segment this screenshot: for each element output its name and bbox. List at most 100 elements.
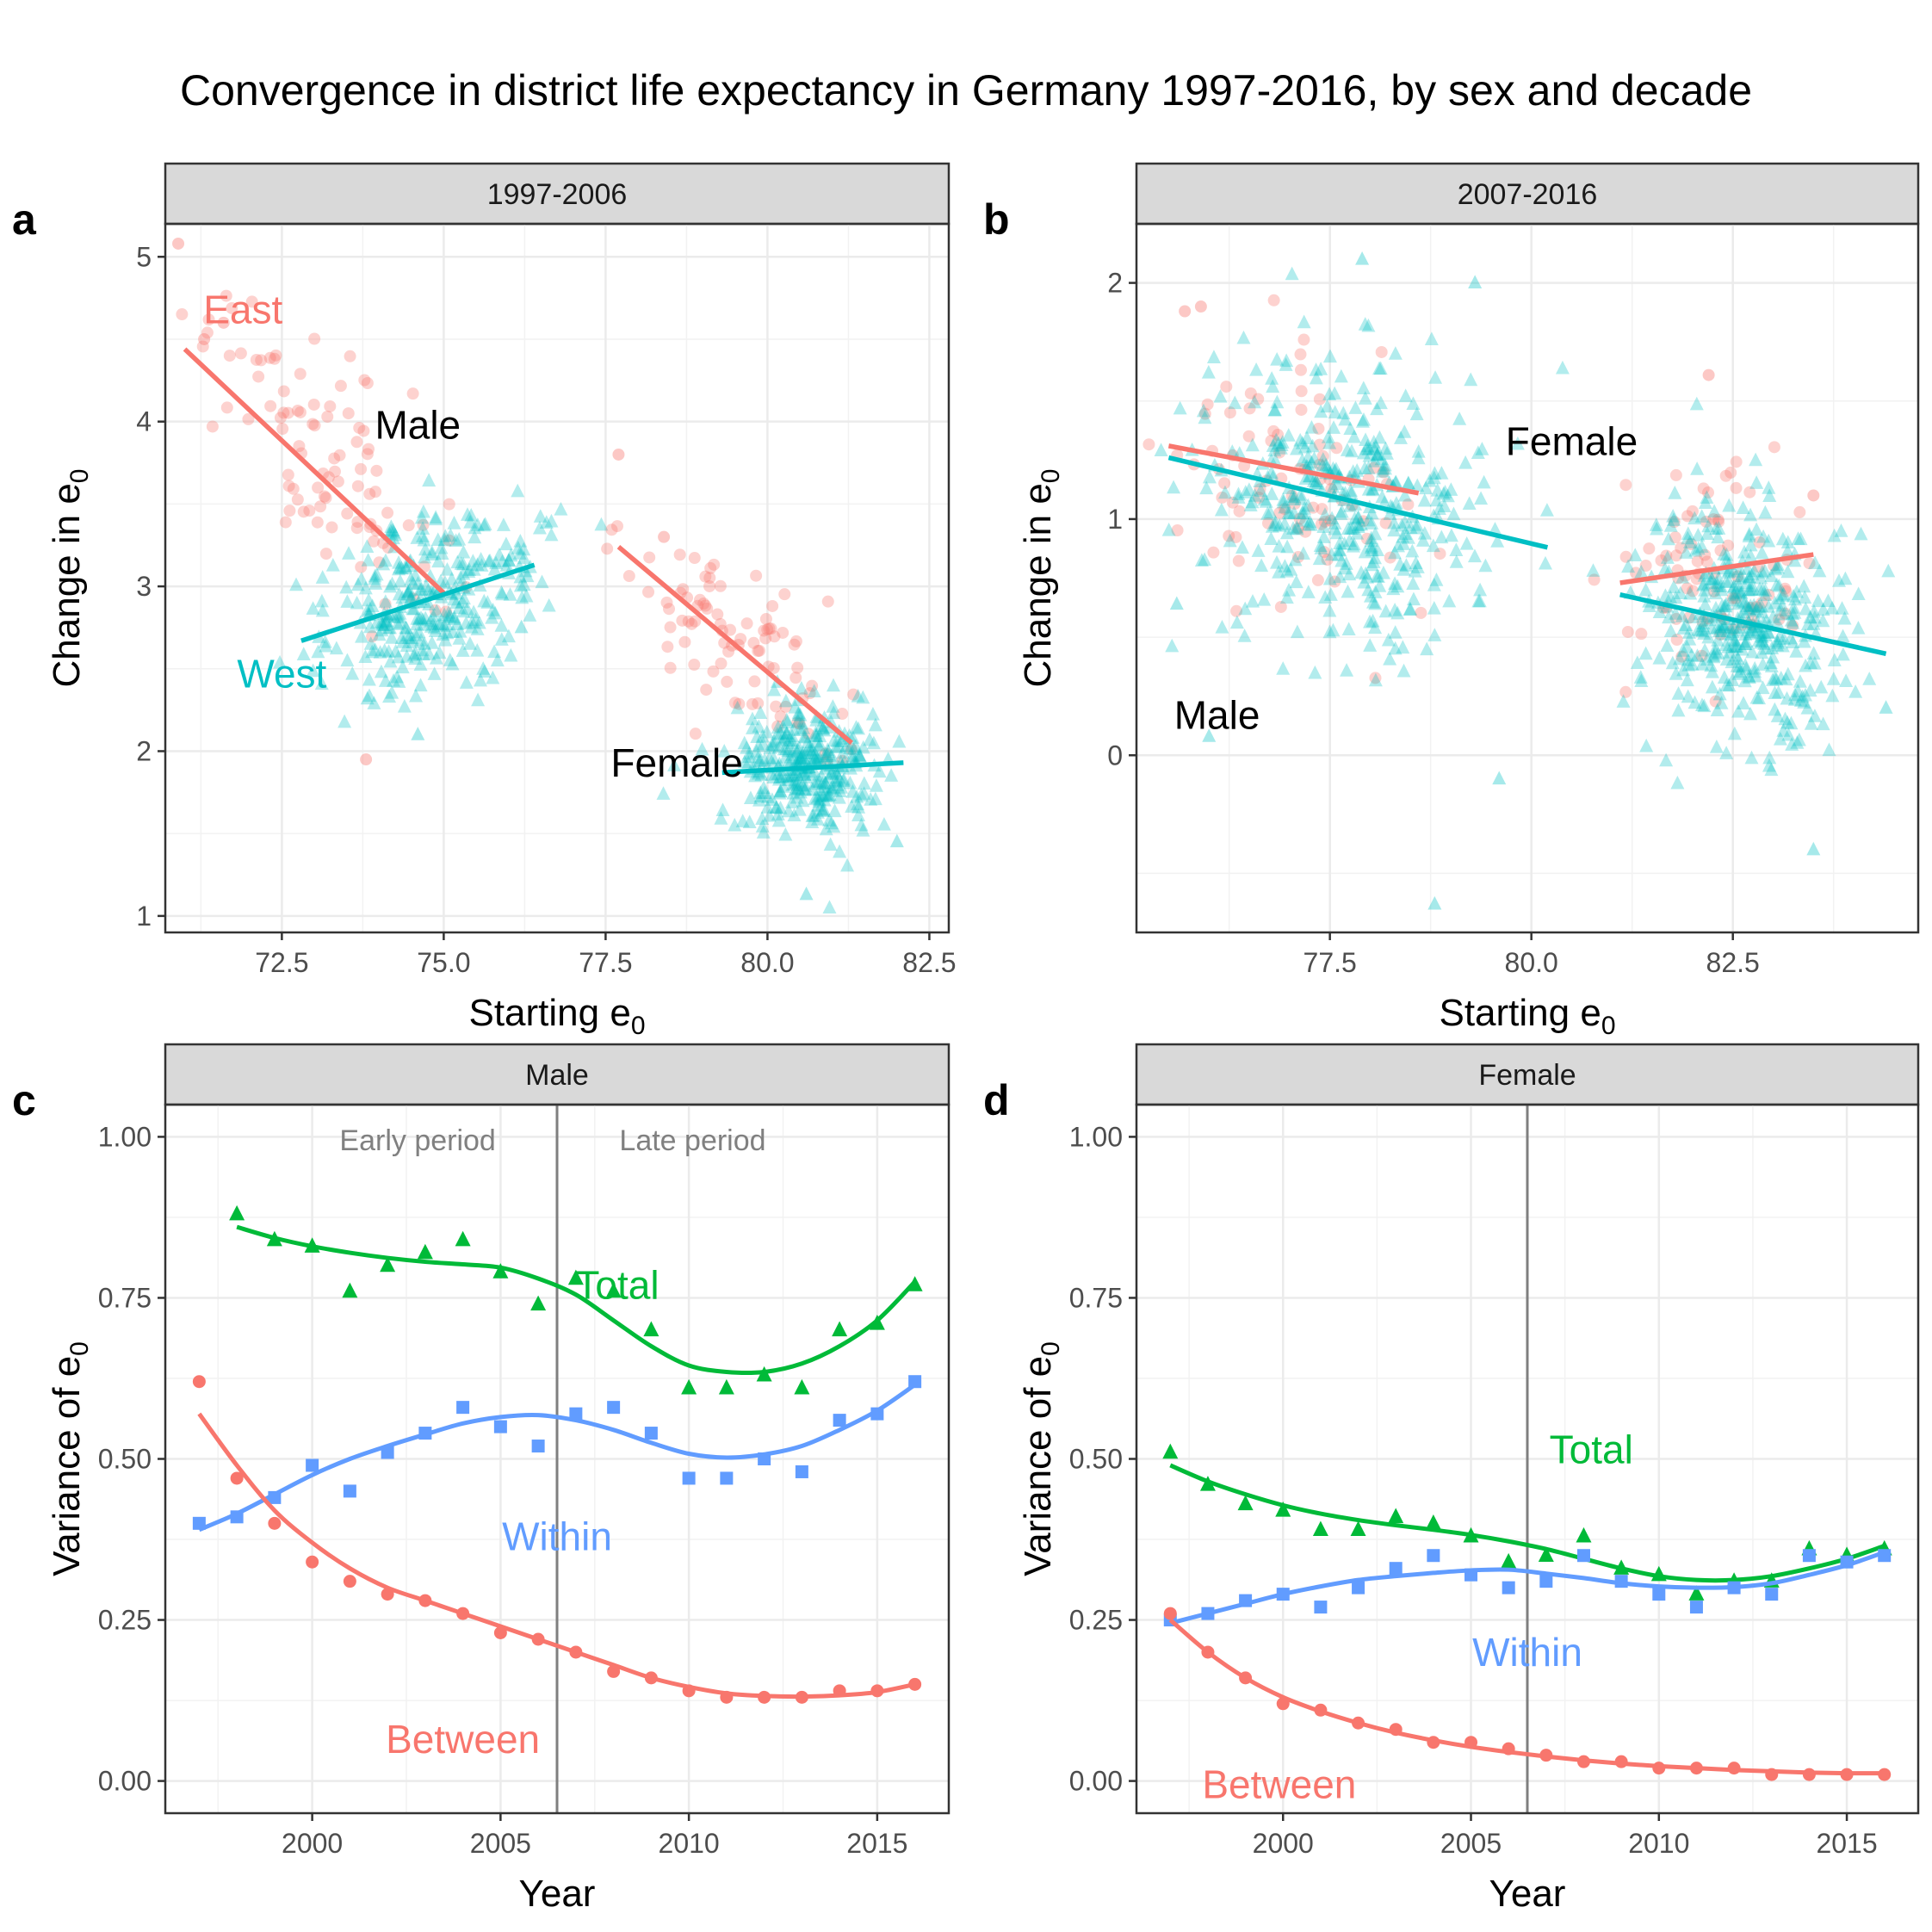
west-point [1737,595,1752,609]
west-point [1393,430,1408,444]
west-point [1290,441,1304,455]
west-point [818,786,833,801]
west-point [467,562,481,576]
east-point [682,615,695,628]
west-point [1851,621,1866,635]
west-point [474,558,489,572]
west-point [1358,391,1372,405]
west-point [1737,544,1752,559]
west-point [1341,521,1355,535]
west-point [857,776,871,790]
east-point [802,728,814,740]
west-point [544,527,559,542]
west-point [1754,598,1768,613]
west-point [1278,559,1292,573]
west-point [1409,406,1424,421]
between-point [1276,1697,1290,1711]
west-point [1328,405,1342,418]
east-point [406,387,419,400]
west-point [1199,480,1214,495]
west-point [1281,505,1296,519]
east-point [1261,517,1274,529]
west-point [481,554,496,568]
west-point [832,770,846,784]
west-point [1343,483,1358,497]
west-point [517,577,531,591]
west-point [447,516,461,529]
west-point [781,772,796,787]
west-point [422,597,437,610]
west-point [386,523,400,536]
y-tick-label: 0.75 [98,1282,152,1313]
west-point [409,688,424,703]
west-point [1744,750,1759,765]
west-point [1322,571,1337,585]
west-point [1302,468,1316,483]
east-point [361,448,374,461]
west-point [373,645,387,659]
west-point [1330,476,1345,491]
west-point [1672,651,1687,666]
west-point [1372,361,1387,375]
west-point [1700,490,1714,505]
west-point [1328,516,1342,529]
west-point [503,587,517,601]
within-point [268,1490,282,1504]
west-point [1687,511,1702,525]
west-point [771,807,785,820]
east-point [707,665,720,678]
west-point [273,654,288,669]
west-point [760,800,775,814]
west-point [1321,430,1335,443]
west-point [358,580,373,595]
between-point [1502,1742,1515,1756]
within-point [343,1484,356,1498]
west-point [1816,602,1830,616]
west-point [794,680,808,695]
west-point [1272,436,1286,450]
west-point [750,729,765,743]
east-point [1434,548,1446,560]
west-point [399,649,414,663]
west-point [438,632,453,647]
west-point [852,749,867,763]
west-point [1689,396,1704,411]
west-point [1322,435,1337,449]
west-point [1722,574,1737,588]
east-point [1299,525,1312,538]
west-point [431,616,446,630]
scatter-points [172,237,907,913]
west-point [1214,502,1229,517]
west-point [1475,442,1489,455]
west-point [392,674,406,688]
west-point [1722,498,1737,512]
west-point [1758,628,1773,642]
between-point [1576,1755,1590,1768]
west-point [1322,624,1337,639]
west-point [815,776,830,790]
within-point [1389,1562,1403,1576]
west-point [519,588,534,603]
west-point [808,734,823,748]
y-tick-label: 0 [1107,740,1123,771]
west-point [805,742,820,756]
west-point [1279,564,1294,578]
west-point [1305,438,1320,453]
west-point [483,553,498,567]
east-point [355,462,368,475]
total-point [567,1269,584,1285]
west-point [376,556,391,571]
west-point [1669,606,1683,620]
west-point [1812,563,1827,578]
east-point [1294,348,1307,361]
west-point [362,688,377,703]
west-point [839,738,854,752]
west-point [758,785,772,799]
west-point [411,576,425,590]
east-point [297,505,310,518]
west-point [815,803,830,817]
east-point [1712,513,1725,526]
y-axis-title: Variance of e0 [46,1341,94,1576]
west-point [1337,536,1352,550]
west-point [823,837,838,851]
